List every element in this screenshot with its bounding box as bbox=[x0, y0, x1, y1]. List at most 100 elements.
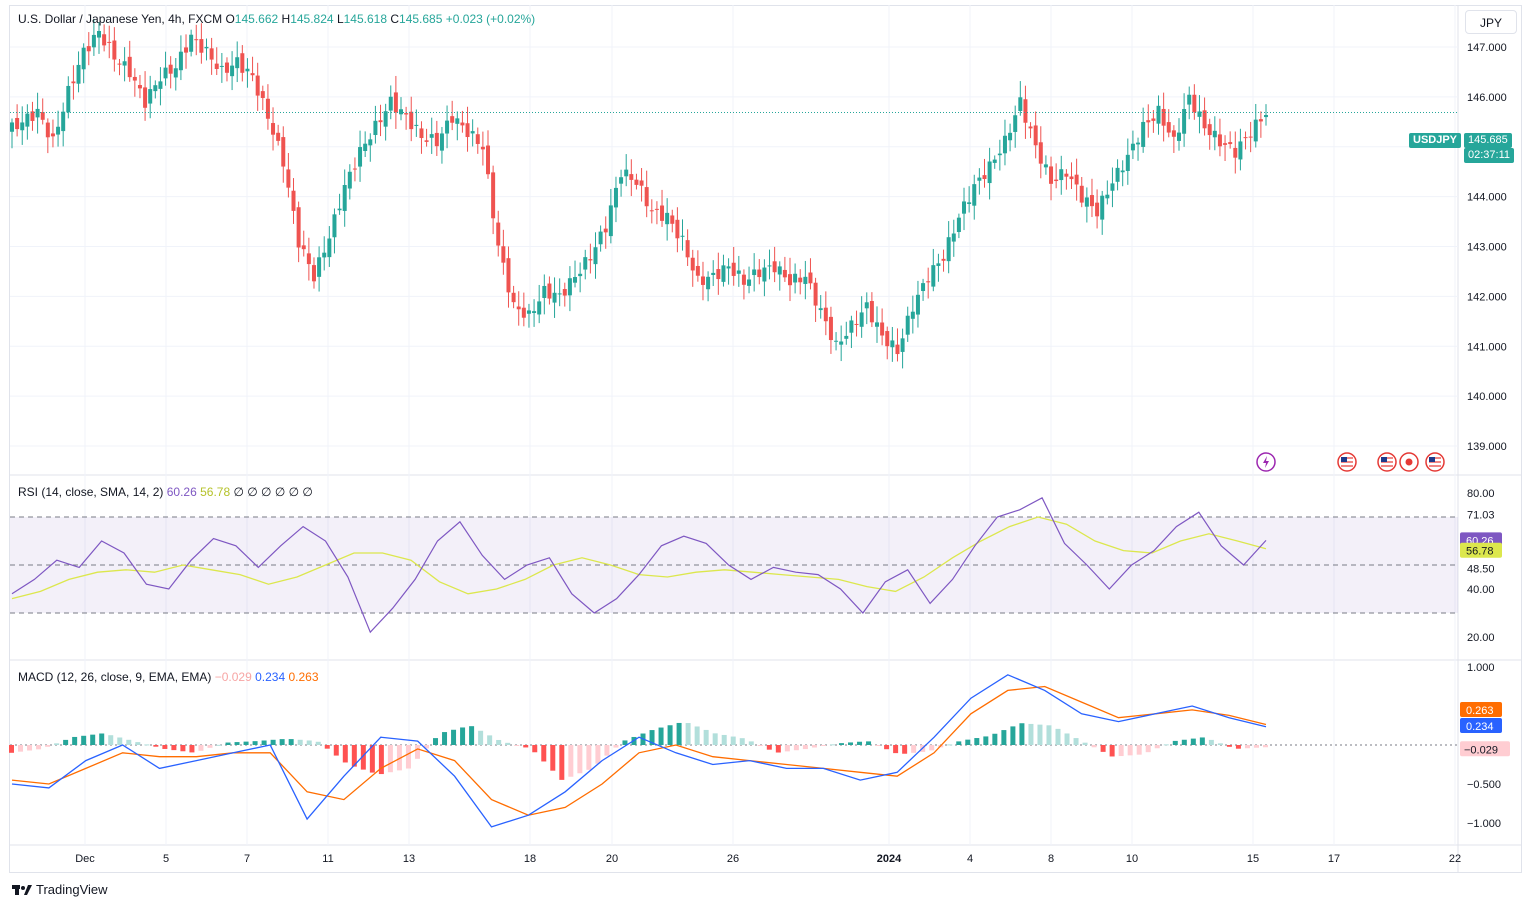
macd-hist-bar bbox=[288, 739, 294, 745]
candle-body bbox=[419, 128, 424, 139]
macd-value: 0.234 bbox=[255, 670, 286, 684]
candle-body bbox=[306, 253, 311, 265]
macd-hist-bar bbox=[595, 745, 601, 764]
macd-hist-bar bbox=[848, 742, 854, 745]
candle-body bbox=[1156, 105, 1161, 124]
us-flag-icon[interactable] bbox=[1337, 452, 1357, 472]
candle-body bbox=[276, 132, 281, 141]
time-tick-label: 11 bbox=[322, 853, 333, 865]
candle-body bbox=[450, 116, 455, 123]
us-flag-icon[interactable] bbox=[1425, 452, 1445, 472]
candle-body bbox=[649, 210, 654, 212]
candle-body bbox=[741, 274, 746, 285]
candle-body bbox=[61, 111, 66, 132]
candle-body bbox=[20, 122, 25, 131]
us-flag-icon[interactable] bbox=[1377, 452, 1397, 472]
candle-body bbox=[598, 231, 603, 245]
candle-body bbox=[1079, 185, 1084, 203]
macd-hist-bar bbox=[622, 740, 628, 745]
candle-body bbox=[962, 201, 967, 214]
macd-hist-bar bbox=[784, 745, 790, 752]
macd-hist-bar bbox=[983, 736, 989, 745]
candle-body bbox=[1110, 183, 1115, 191]
candle-body bbox=[1028, 126, 1033, 129]
candle-body bbox=[823, 307, 828, 322]
candle-body bbox=[660, 205, 665, 221]
candle-body bbox=[15, 117, 20, 130]
candle-body bbox=[875, 322, 880, 327]
candle-body bbox=[757, 269, 762, 278]
time-tick-label: 5 bbox=[163, 853, 169, 865]
candle-body bbox=[56, 126, 61, 135]
candle-body bbox=[439, 133, 444, 151]
macd-hist-bar bbox=[1217, 743, 1223, 745]
macd-hist-bar bbox=[243, 741, 249, 745]
candle-body bbox=[91, 34, 96, 48]
candle-body bbox=[230, 65, 235, 77]
candle-body bbox=[1115, 167, 1120, 182]
currency-button[interactable]: JPY bbox=[1465, 10, 1517, 34]
candle-body bbox=[1023, 99, 1028, 123]
macd-hist-bar bbox=[189, 745, 195, 753]
macd-hist-bar bbox=[478, 730, 484, 745]
candle-body bbox=[240, 53, 245, 73]
candle-body bbox=[363, 143, 368, 151]
candle-body bbox=[670, 215, 675, 224]
candle-body bbox=[496, 222, 501, 246]
lightning-icon[interactable] bbox=[1256, 452, 1276, 472]
candle-body bbox=[491, 172, 496, 219]
macd-hist-bar bbox=[929, 745, 935, 751]
candle-body bbox=[204, 46, 209, 49]
candle-body bbox=[501, 246, 506, 263]
rsi-value: 60.26 bbox=[166, 485, 197, 499]
macd-hist-bar bbox=[487, 735, 493, 745]
candle-body bbox=[311, 265, 316, 282]
macd-hist-bar bbox=[36, 745, 42, 750]
candle-body bbox=[849, 320, 854, 333]
macd-hist-bar bbox=[1190, 738, 1196, 745]
time-tick-label: 15 bbox=[1247, 853, 1259, 865]
candle-body bbox=[793, 273, 798, 283]
macd-hist-bar bbox=[279, 739, 285, 745]
rsi-axis-label: 48.50 bbox=[1467, 564, 1495, 576]
candle-body bbox=[1049, 166, 1054, 184]
macd-hist-bar bbox=[99, 733, 105, 745]
macd-hist-bar bbox=[703, 729, 709, 745]
candle-body bbox=[752, 269, 757, 276]
tradingview-logo[interactable]: TradingView bbox=[12, 882, 108, 897]
candle-body bbox=[1002, 135, 1007, 154]
candle-body bbox=[854, 323, 859, 325]
macd-legend[interactable]: MACD (12, 26, close, 9, EMA, EMA) −0.029… bbox=[18, 670, 319, 684]
macd-hist-bar bbox=[649, 730, 655, 745]
macd-signal-tag bbox=[1460, 702, 1502, 717]
macd-hist-bar bbox=[1028, 723, 1034, 745]
candle-body bbox=[885, 331, 890, 347]
candle-body bbox=[839, 341, 844, 345]
macd-axis-label: −0.500 bbox=[1467, 779, 1501, 791]
event-dot-icon[interactable] bbox=[1399, 452, 1419, 472]
macd-hist-bar bbox=[460, 727, 466, 745]
macd-hist-bar bbox=[90, 734, 96, 745]
macd-hist-bar bbox=[559, 745, 565, 780]
candle-body bbox=[1207, 124, 1212, 136]
candle-body bbox=[317, 257, 322, 277]
macd-hist-bar bbox=[568, 745, 574, 777]
candle-body bbox=[71, 81, 76, 84]
macd-hist-bar bbox=[838, 743, 844, 745]
candle-body bbox=[347, 171, 352, 189]
candle-body bbox=[429, 134, 434, 138]
macd-hist-bar bbox=[766, 745, 772, 750]
macd-hist-value: −0.029 bbox=[214, 670, 252, 684]
macd-hist-bar bbox=[442, 732, 448, 745]
close-label: C bbox=[390, 12, 400, 26]
rsi-axis-label: 40.00 bbox=[1467, 584, 1495, 596]
macd-value-tag-text: 0.234 bbox=[1466, 721, 1494, 733]
candle-body bbox=[834, 340, 839, 342]
candle-body bbox=[388, 96, 393, 111]
candle-body bbox=[173, 68, 178, 78]
candle-body bbox=[946, 237, 951, 262]
rsi-legend[interactable]: RSI (14, close, SMA, 14, 2) 60.26 56.78 … bbox=[18, 485, 313, 499]
candle-body bbox=[619, 177, 624, 184]
time-tick-label: 17 bbox=[1328, 853, 1340, 865]
